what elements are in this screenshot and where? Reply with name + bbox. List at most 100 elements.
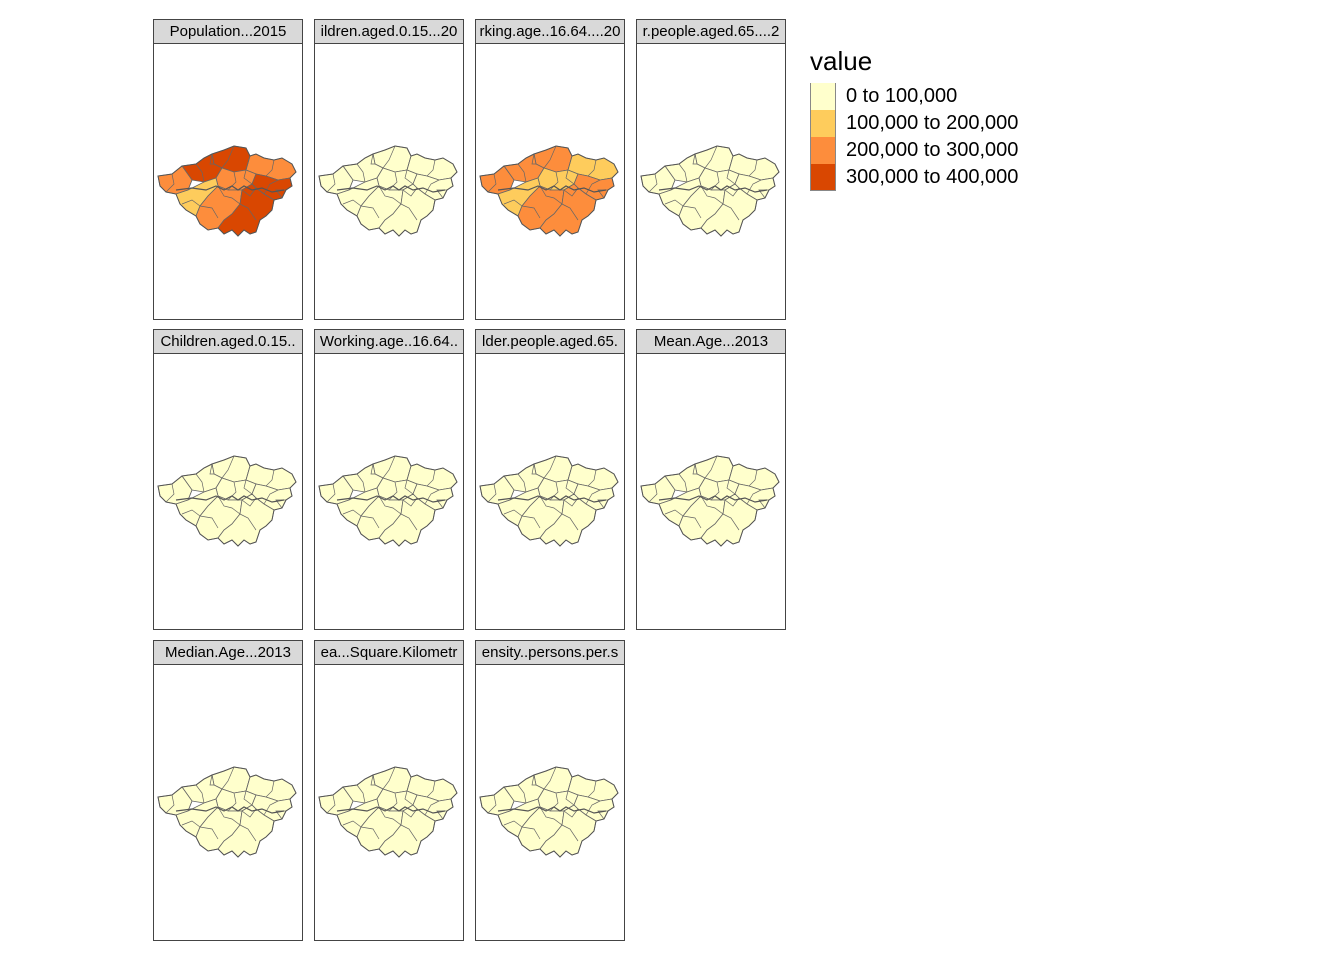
borough-boundary [342, 774, 418, 828]
borough-boundary [199, 185, 257, 221]
borough-boundary [187, 145, 251, 191]
borough-boundary [199, 806, 257, 842]
panel-title: Mean.Age...2013 [653, 333, 769, 350]
borough-boundary [360, 495, 418, 531]
facet-panel: r.people.aged.65....2 [636, 19, 786, 320]
legend-swatch [810, 110, 836, 137]
borough-boundary [664, 153, 740, 207]
borough-boundary [181, 774, 257, 828]
legend-swatch [810, 137, 836, 164]
london-boroughs-map [318, 145, 458, 237]
panel-title-strip: lder.people.aged.65. [476, 330, 624, 354]
london-outline [479, 455, 619, 547]
facet-panel: lder.people.aged.65. [475, 329, 625, 630]
london-boroughs-map [157, 766, 297, 858]
legend-item: 200,000 to 300,000 [810, 137, 1018, 164]
panel-title-strip: ea...Square.Kilometr [315, 641, 463, 665]
panel-title: ea...Square.Kilometr [320, 644, 458, 661]
london-boroughs-map [479, 145, 619, 237]
panel-title: Population...2015 [169, 23, 287, 40]
facet-panel: ea...Square.Kilometr [314, 640, 464, 941]
legend-label: 200,000 to 300,000 [846, 139, 1019, 161]
facet-panel: Working.age..16.64.. [314, 329, 464, 630]
legend-title: value [810, 46, 873, 76]
facet-panel: ildren.aged.0.15...20 [314, 19, 464, 320]
facet-panel: Children.aged.0.15.. [153, 329, 303, 630]
panel-title-strip: Mean.Age...2013 [637, 330, 785, 354]
legend-swatch [810, 164, 836, 191]
facet-panel: Mean.Age...2013 [636, 329, 786, 630]
thames-boundary [658, 495, 768, 503]
borough-boundary [342, 463, 418, 517]
borough-boundary [348, 145, 412, 191]
thames-boundary [175, 495, 285, 503]
london-boroughs-map [318, 766, 458, 858]
london-boroughs-map [640, 145, 780, 237]
facet-panel: Population...2015 [153, 19, 303, 320]
thames-boundary [336, 185, 446, 193]
legend-label: 300,000 to 400,000 [846, 166, 1019, 188]
borough-boundary [509, 455, 573, 501]
facet-panel: Median.Age...2013 [153, 640, 303, 941]
panel-title-strip: Children.aged.0.15.. [154, 330, 302, 354]
london-outline [318, 455, 458, 547]
panel-title: r.people.aged.65....2 [642, 23, 780, 40]
london-outline [318, 145, 458, 237]
panel-title: ensity..persons.per.s [481, 644, 619, 661]
borough-boundary [187, 455, 251, 501]
london-boroughs-map [479, 455, 619, 547]
panel-title: rking.age..16.64....20 [479, 23, 621, 40]
borough-boundary [521, 185, 579, 221]
facet-panel: ensity..persons.per.s [475, 640, 625, 941]
borough-boundary [360, 185, 418, 221]
london-outline [157, 145, 297, 237]
legend-item: 0 to 100,000 [810, 83, 1018, 110]
london-outline [640, 145, 780, 237]
london-boroughs-map [640, 455, 780, 547]
london-boroughs-map [157, 455, 297, 547]
borough-boundary [521, 806, 579, 842]
borough-boundary [509, 766, 573, 812]
legend-item: 300,000 to 400,000 [810, 164, 1018, 191]
panel-title-strip: r.people.aged.65....2 [637, 20, 785, 44]
map-legend: value 0 to 100,000 100,000 to 200,000 20… [810, 46, 1018, 191]
legend-label: 0 to 100,000 [846, 85, 958, 107]
panel-title: Median.Age...2013 [165, 644, 291, 661]
borough-boundary [670, 145, 734, 191]
panel-title-strip: ensity..persons.per.s [476, 641, 624, 665]
thames-boundary [336, 806, 446, 814]
panel-title-strip: Median.Age...2013 [154, 641, 302, 665]
panel-title-strip: rking.age..16.64....20 [476, 20, 624, 44]
thames-boundary [336, 495, 446, 503]
thames-boundary [658, 185, 768, 193]
borough-boundary [181, 463, 257, 517]
borough-boundary [503, 774, 579, 828]
london-boroughs-map [157, 145, 297, 237]
borough-boundary [682, 185, 740, 221]
london-outline [157, 766, 297, 858]
borough-boundary [181, 153, 257, 207]
legend-item: 100,000 to 200,000 [810, 110, 1018, 137]
panel-title: Children.aged.0.15.. [160, 333, 296, 350]
borough-boundary [348, 766, 412, 812]
borough-boundary [503, 153, 579, 207]
london-outline [479, 145, 619, 237]
borough-boundary [348, 455, 412, 501]
borough-boundary [360, 806, 418, 842]
borough-boundary [509, 145, 573, 191]
legend-label: 100,000 to 200,000 [846, 112, 1019, 134]
legend-swatch [810, 83, 836, 110]
london-outline [157, 455, 297, 547]
borough-boundary [199, 495, 257, 531]
london-outline [318, 766, 458, 858]
borough-boundary [187, 766, 251, 812]
london-outline [479, 766, 619, 858]
borough-boundary [670, 455, 734, 501]
thames-boundary [175, 185, 285, 193]
thames-boundary [497, 185, 607, 193]
borough-boundary [664, 463, 740, 517]
panel-title-strip: ildren.aged.0.15...20 [315, 20, 463, 44]
borough-boundary [521, 495, 579, 531]
panel-title-strip: Working.age..16.64.. [315, 330, 463, 354]
panel-title-strip: Population...2015 [154, 20, 302, 44]
